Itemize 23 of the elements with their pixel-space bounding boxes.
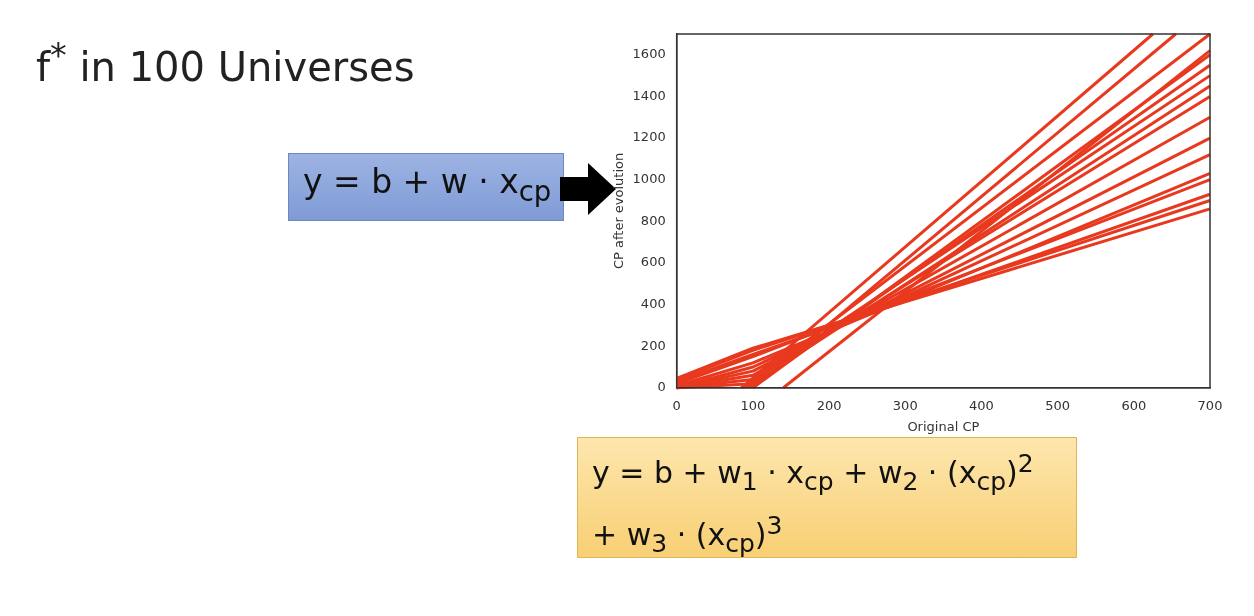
y-tick-label: 800 [640,212,666,228]
y-tick-label: 1400 [632,87,666,103]
y-tick-label: 1200 [632,129,666,145]
x-tick-label: 0 [672,397,681,413]
y-axis-title: CP after evolution [611,152,627,270]
text: f$^{*}$ in 100 Universes [36,36,415,91]
x-tick-label: 300 [892,397,918,413]
x-tick-label: 100 [740,397,766,413]
text: y = b + w$_{1}$ · x$_{cp}$ + w$_{2}$ · (x$_{cp}$)$^{2}$ [592,449,1034,496]
y-tick-label: 0 [657,379,666,395]
y-tick-label: 200 [640,337,666,353]
x-tick-label: 200 [816,397,842,413]
text: + w$_{3}$ · (x$_{cp}$)$^{3}$ [592,510,784,560]
y-tick-label: 600 [640,254,666,270]
x-tick-label: 500 [1045,397,1071,413]
x-tick-label: 600 [1121,397,1147,413]
x-tick-label: 400 [969,397,994,413]
y-tick-label: 1000 [632,171,666,187]
y-tick-label: 1600 [632,46,666,62]
y-tick-label: 400 [640,295,666,311]
x-axis-title: Original CP [907,418,980,434]
text: y = b + w · x$_{cp}$ [288,153,564,221]
x-tick-label: 700 [1197,397,1223,413]
